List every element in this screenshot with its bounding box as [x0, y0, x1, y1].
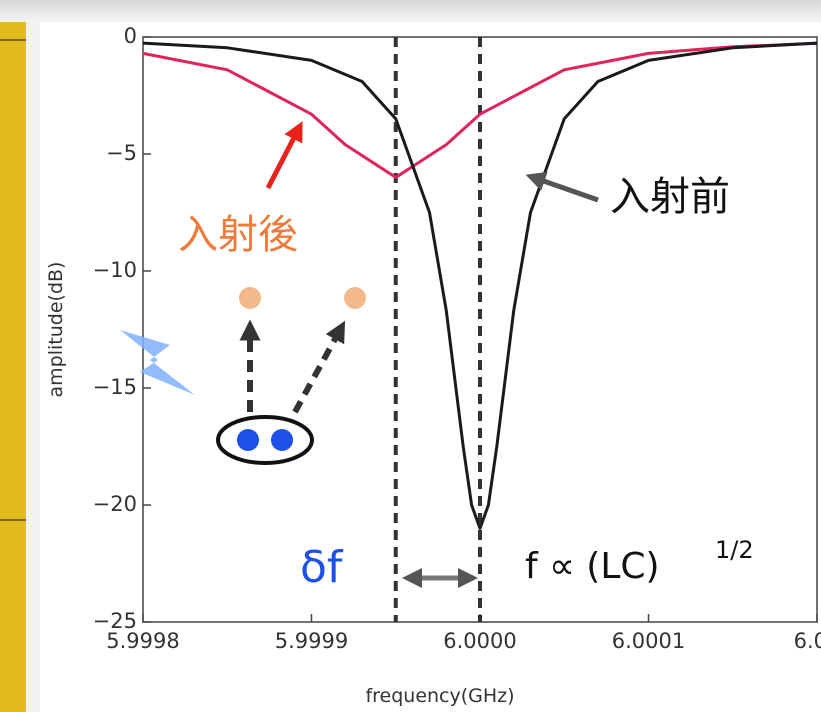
y-tick-label: 0 — [124, 24, 137, 48]
y-axis-label: amplitude(dB) — [45, 262, 67, 398]
top-bar — [0, 0, 821, 22]
y-tick-label: −10 — [93, 258, 137, 282]
series-label: 入射後 — [178, 212, 298, 258]
series-label: 入射前 — [610, 174, 730, 220]
x-tick-label: 5.9999 — [275, 629, 348, 653]
y-tick-label: −5 — [106, 141, 137, 165]
formula: f ∝ (LC) — [525, 546, 660, 587]
x-tick-label: 6.00 — [794, 629, 821, 653]
chart: 0−5−10−15−20−255.99985.99996.00006.00016… — [0, 0, 821, 712]
x-tick-label: 6.0000 — [443, 629, 516, 653]
formula-exponent: 1/2 — [715, 536, 754, 564]
x-tick-label: 6.0001 — [612, 629, 685, 653]
delta-label: δf — [300, 542, 344, 593]
x-axis-label: frequency(GHz) — [365, 685, 514, 707]
y-tick-label: −20 — [93, 492, 137, 516]
x-tick-label: 5.9998 — [106, 629, 179, 653]
y-tick-label: −15 — [93, 375, 137, 399]
side-strip — [0, 22, 26, 712]
